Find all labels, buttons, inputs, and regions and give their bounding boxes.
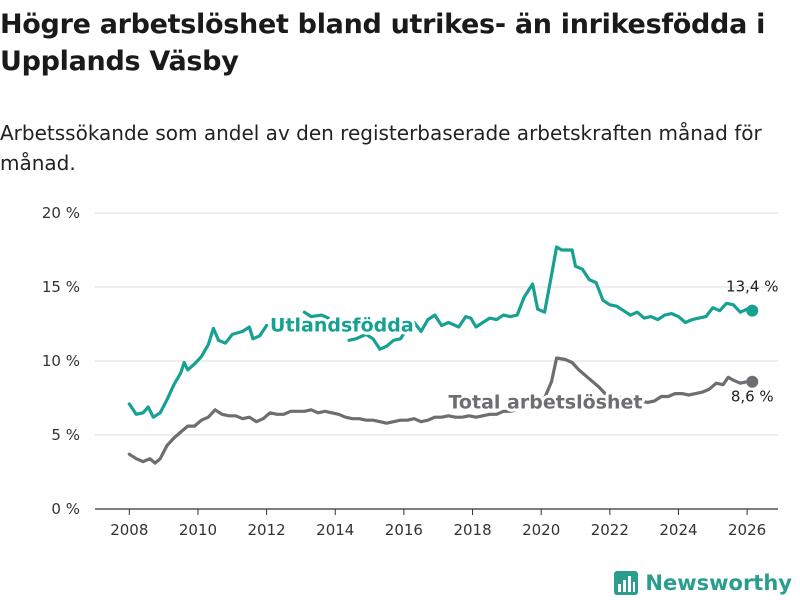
y-tick-label: 5 % (51, 426, 80, 444)
series-end-point (746, 375, 759, 388)
y-tick-label: 0 % (51, 500, 80, 518)
x-tick-label: 2020 (522, 521, 560, 539)
x-tick-label: 2014 (316, 521, 354, 539)
chart-subtitle: Arbetssökande som andel av den registerb… (0, 121, 762, 175)
chart-title: Högre arbetslöshet bland utrikes- än inr… (0, 9, 766, 77)
x-tick-label: 2010 (179, 521, 217, 539)
y-axis: 0 % 5 % 10 % 15 % 20 % (42, 204, 80, 518)
series-labels: 13,4 % 8,6 % Utlandsfödda Total arbetslöshe… (267, 278, 778, 417)
series-line-0 (127, 323, 269, 419)
x-tick-label: 2012 (248, 521, 286, 539)
series-name-label: Utlandsfödda (270, 314, 414, 336)
x-tick-label: 2022 (591, 521, 629, 539)
series-name-label: Total arbetslöshet (449, 391, 643, 413)
bar-chart-icon (614, 571, 639, 595)
y-tick-label: 10 % (42, 352, 80, 370)
series-line-1 (127, 356, 754, 465)
x-axis: 2008 2010 2012 2014 2016 2018 2020 2022 2024 2026 (95, 508, 778, 539)
grid-lines (95, 212, 778, 436)
y-tick-label: 20 % (42, 204, 80, 222)
series-end-label: 13,4 % (726, 278, 778, 296)
brand-name: Newsworthy (645, 571, 792, 595)
series-line-0 (302, 310, 330, 320)
newsworthy-logo[interactable]: Newsworthy (613, 570, 792, 596)
y-tick-label: 15 % (42, 278, 80, 296)
series-end-point (746, 304, 759, 317)
series-end-label: 8,6 % (731, 388, 774, 406)
x-tick-label: 2008 (110, 521, 148, 539)
x-tick-label: 2026 (728, 521, 766, 539)
x-tick-label: 2018 (453, 521, 491, 539)
x-tick-label: 2016 (385, 521, 423, 539)
series-line-0 (347, 245, 754, 351)
x-tick-label: 2024 (659, 521, 697, 539)
series-lines (127, 245, 759, 465)
